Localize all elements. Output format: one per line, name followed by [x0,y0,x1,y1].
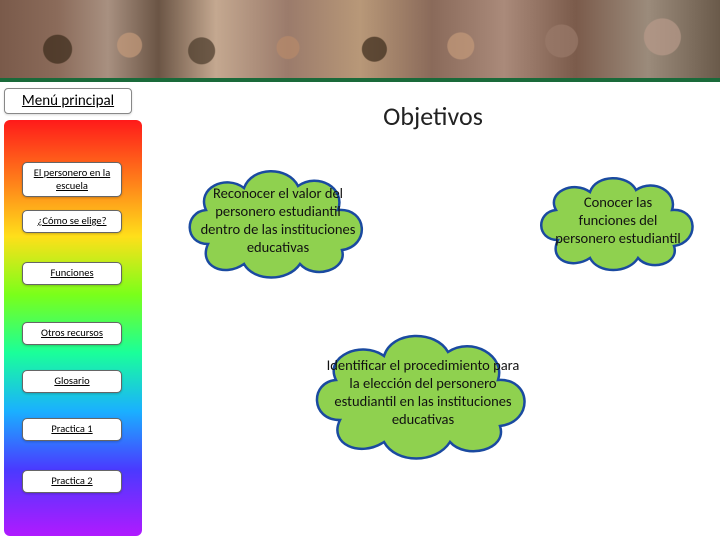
page-title: Objetivos [146,100,720,132]
content-area: Menú principal El personero en la escuel… [0,82,720,540]
sidebar-item-como-se-elige[interactable]: ¿Cómo se elige? [22,210,122,233]
sidebar-item-glosario[interactable]: Glosario [22,370,122,393]
sidebar-item-practica-2[interactable]: Practica 2 [22,470,122,493]
menu-title[interactable]: Menú principal [4,88,132,114]
header-banner [0,0,720,82]
objective-cloud-3: Identificar el procedimiento para la ele… [304,318,542,466]
objective-text-1: Reconocer el valor del personero estudia… [200,184,356,257]
objective-text-2: Conocer las funciones del personero estu… [554,193,682,247]
objective-cloud-1: Reconocer el valor del personero estudia… [178,154,378,286]
main-panel: Objetivos Reconocer el valor del persone… [146,82,720,540]
sidebar: Menú principal El personero en la escuel… [0,82,146,540]
sidebar-item-practica-1[interactable]: Practica 1 [22,418,122,441]
objective-text-3: Identificar el procedimiento para la ele… [326,356,520,429]
sidebar-item-funciones[interactable]: Funciones [22,262,122,285]
sidebar-item-personero[interactable]: El personero en la escuela [22,162,122,197]
sidebar-item-otros-recursos[interactable]: Otros recursos [22,322,122,345]
objective-cloud-2: Conocer las funciones del personero estu… [532,164,704,276]
